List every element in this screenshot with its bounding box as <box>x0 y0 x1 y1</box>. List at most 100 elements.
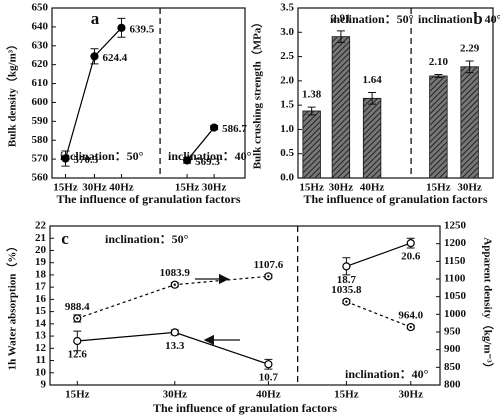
marker <box>210 123 219 132</box>
value-label: 2.10 <box>429 56 449 68</box>
series-line <box>64 27 122 159</box>
y-tick-label: 3.0 <box>280 26 294 38</box>
y-tick-label: 22 <box>35 220 47 232</box>
y-tick-label: 580 <box>32 134 49 146</box>
y2-tick-label: 1250 <box>444 220 467 232</box>
value-label: 2.91 <box>331 12 350 24</box>
value-label: 20.6 <box>401 251 421 263</box>
value-label: 10.7 <box>259 372 279 384</box>
y-axis-label: Bulk density（kg/m³） <box>6 39 19 147</box>
bar <box>362 97 382 179</box>
series-line <box>186 127 215 161</box>
y2-tick-label: 900 <box>444 343 461 355</box>
x-tick-label: 30Hz <box>399 389 424 401</box>
plot-frame <box>49 225 441 386</box>
y-tick-label: 15 <box>35 305 47 317</box>
marker-dot <box>345 300 348 303</box>
marker-dot <box>76 317 79 320</box>
value-label: 569.3 <box>195 156 220 168</box>
annotation: inclination：50° <box>105 232 189 246</box>
x-tick-label: 30Hz <box>202 182 227 194</box>
x-tick-label: 30Hz <box>457 182 482 194</box>
plot-frame <box>51 7 246 179</box>
y-axis-label: Bulk crushing strength（MPa） <box>251 17 264 170</box>
plot-frame <box>297 7 494 179</box>
x-tick-label: 15Hz <box>426 182 451 194</box>
x-tick-label: 30Hz <box>163 389 188 401</box>
y2-tick-label: 800 <box>444 379 461 391</box>
y-tick-label: 20 <box>35 244 47 256</box>
value-label: 1035.8 <box>331 284 362 296</box>
x-tick-label: 15Hz <box>334 389 359 401</box>
y-tick-label: 2.5 <box>280 50 294 62</box>
marker-dot <box>267 275 270 278</box>
marker <box>61 154 70 163</box>
x-axis-label: The influence of granulation factors <box>153 401 337 415</box>
marker <box>183 156 192 165</box>
error-bar <box>434 74 443 78</box>
marker <box>264 360 273 369</box>
annotation: b <box>473 9 482 28</box>
annotation: a <box>91 9 100 28</box>
bar <box>331 36 351 179</box>
y2-axis-label: Apparent density（kg/m⁻³） <box>481 237 494 373</box>
y-tick-label: 0.5 <box>280 147 294 159</box>
series-line <box>77 242 411 365</box>
x-tick-label: 30Hz <box>82 182 107 194</box>
y2-tick-label: 1000 <box>444 308 467 320</box>
x-tick-label: 15Hz <box>299 182 324 194</box>
annotation: inclination：50° <box>330 12 414 26</box>
error-bar <box>307 106 316 116</box>
y-tick-label: 12 <box>35 342 47 354</box>
y2-tick-label: 850 <box>444 361 461 373</box>
y-tick-label: 1.0 <box>280 123 294 135</box>
y-tick-label: 640 <box>32 20 49 32</box>
value-label: 988.4 <box>65 301 90 313</box>
y-tick-label: 570 <box>32 153 49 165</box>
value-label: 1083.9 <box>160 267 191 279</box>
value-label: 639.5 <box>129 23 154 35</box>
y-tick-label: 650 <box>32 2 49 14</box>
y-tick-label: 610 <box>32 77 49 89</box>
x-axis-label: The influence of granulation factors <box>57 192 241 206</box>
marker <box>342 262 351 271</box>
annotation: inclination：40° <box>418 12 500 26</box>
marker <box>170 328 179 337</box>
bar <box>429 75 448 179</box>
x-tick-label: 15Hz <box>65 389 90 401</box>
x-tick-label: 30Hz <box>329 182 354 194</box>
bar <box>460 66 479 179</box>
annotation: c <box>61 229 69 248</box>
y2-tick-label: 1150 <box>444 255 466 267</box>
y-tick-label: 590 <box>32 115 49 127</box>
y-tick-label: 620 <box>32 58 49 70</box>
value-label: 570.3 <box>74 154 99 166</box>
value-label: 964.0 <box>398 310 423 322</box>
value-label: 1107.6 <box>254 259 284 271</box>
error-bar <box>465 60 474 74</box>
y-tick-label: 3.5 <box>280 2 294 14</box>
x-tick-label: 15Hz <box>53 182 78 194</box>
value-label: 1.64 <box>362 74 382 86</box>
y-tick-label: 0.0 <box>280 172 294 184</box>
y-tick-label: 9 <box>41 379 47 391</box>
y-tick-label: 14 <box>35 317 47 329</box>
x-axis-label: The influence of granulation factors <box>304 192 488 206</box>
value-label: 2.29 <box>460 42 480 54</box>
y-tick-label: 17 <box>35 281 47 293</box>
y-tick-label: 19 <box>35 256 47 268</box>
marker <box>90 52 99 61</box>
marker <box>73 336 82 346</box>
y-tick-label: 10 <box>35 366 47 378</box>
value-label: 12.6 <box>68 349 88 361</box>
marker-dot <box>409 325 412 329</box>
y-tick-label: 560 <box>32 172 49 184</box>
y2-tick-label: 1050 <box>444 290 467 302</box>
y-tick-label: 13 <box>35 330 47 342</box>
y-tick-label: 18 <box>35 268 47 280</box>
annotation: inclination：40° <box>345 367 429 381</box>
value-label: 1.38 <box>302 89 322 101</box>
value-label: 586.7 <box>222 123 247 135</box>
error-bar <box>336 30 345 43</box>
